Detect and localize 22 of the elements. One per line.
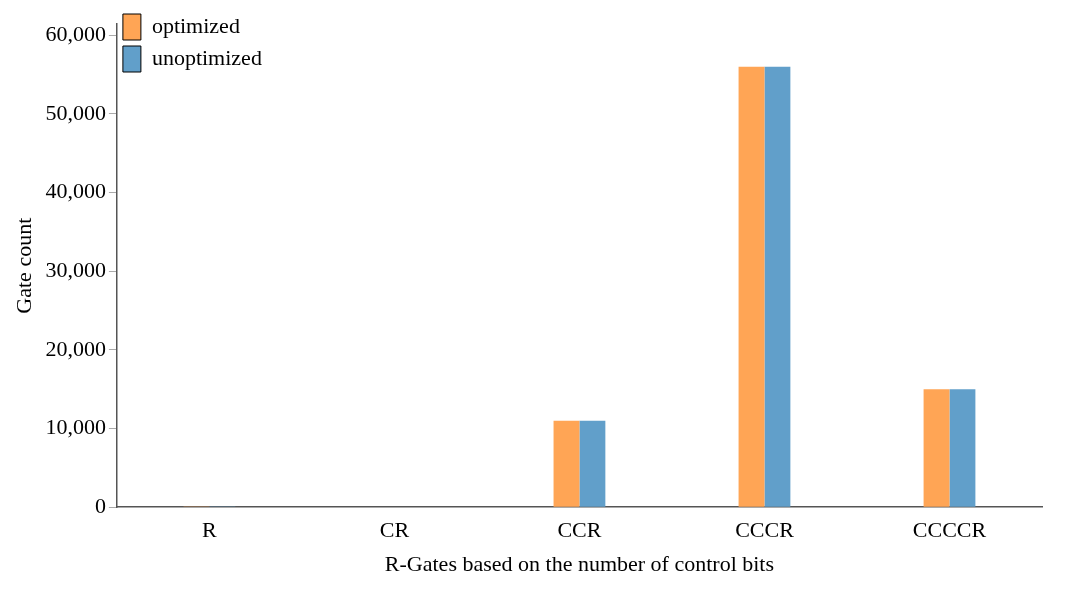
y-tick-label: 60,000 — [45, 20, 106, 46]
y-tick-label: 50,000 — [45, 99, 106, 125]
y-tick-label: 10,000 — [45, 414, 106, 440]
y-tick-label: 0 — [94, 492, 106, 518]
bar — [764, 66, 791, 507]
legend-label: optimized — [151, 12, 240, 38]
bar — [553, 420, 580, 507]
bar — [738, 66, 765, 507]
x-tick-label: CCCCR — [912, 517, 987, 543]
y-tick-label: 30,000 — [45, 256, 106, 282]
x-tick-label: CCR — [557, 517, 602, 543]
x-axis-title: R-Gates based on the number of control bits — [384, 550, 775, 576]
x-tick-label: CR — [379, 517, 410, 543]
bar — [579, 420, 606, 507]
bar — [923, 389, 950, 507]
bar — [949, 389, 976, 507]
y-tick-label: 40,000 — [45, 178, 106, 204]
x-tick-label: CCCR — [735, 517, 795, 543]
legend-label: unoptimized — [151, 44, 262, 70]
y-axis-title: Gate count — [10, 217, 36, 314]
x-tick-label: R — [202, 517, 218, 543]
y-tick-label: 20,000 — [45, 335, 106, 361]
